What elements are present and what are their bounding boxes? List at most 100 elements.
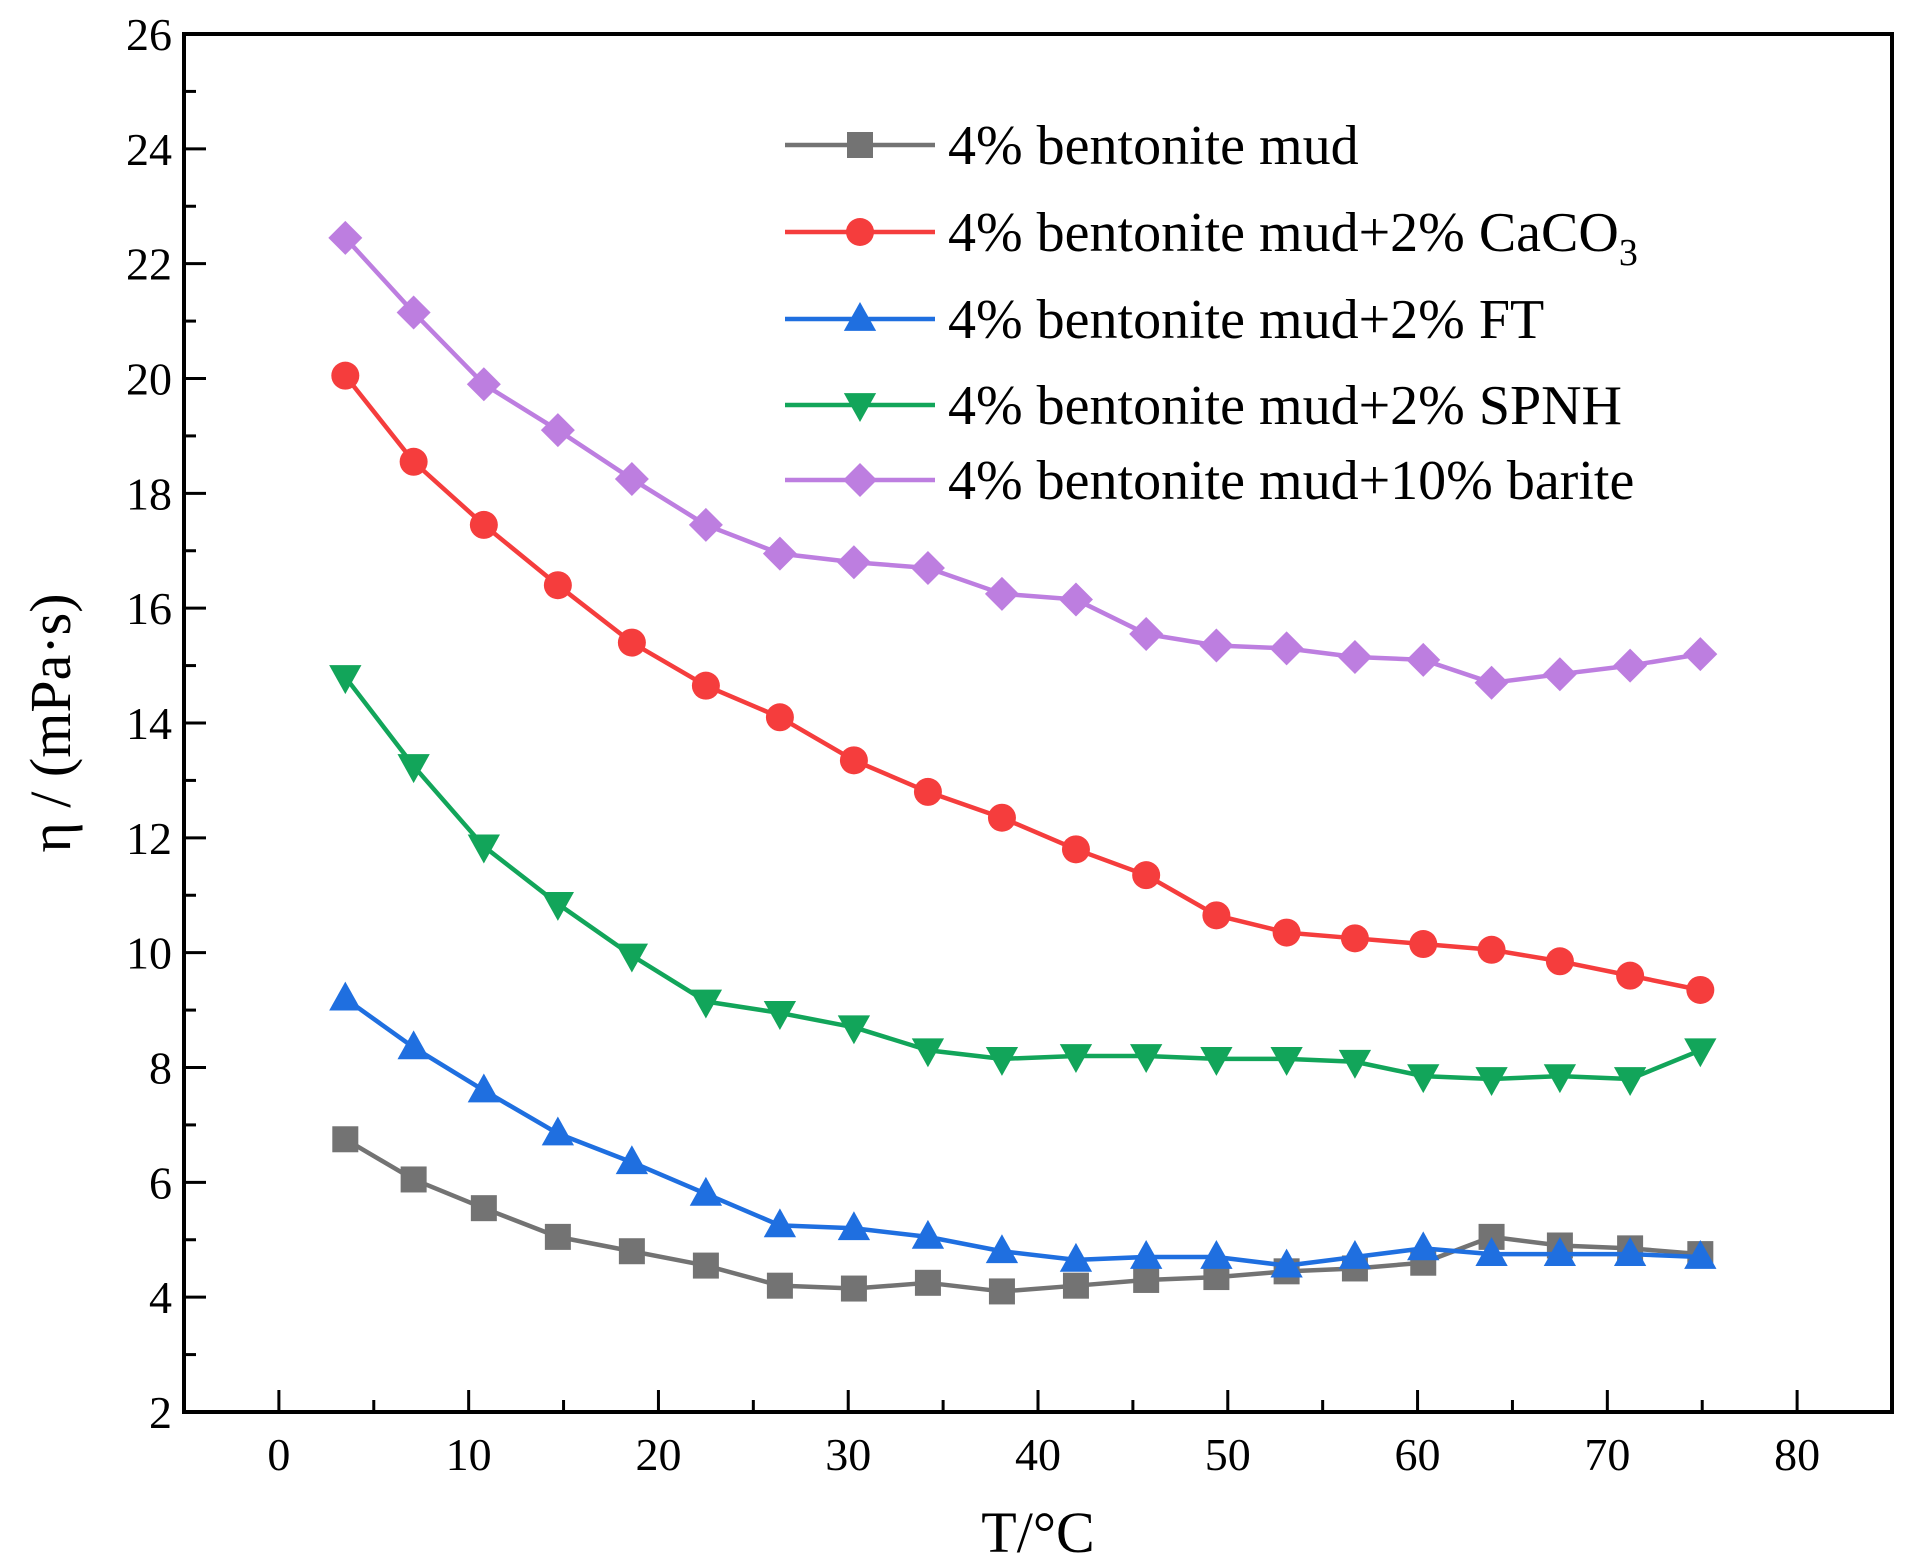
data-point	[469, 510, 498, 539]
data-point	[467, 1073, 500, 1103]
y-tick-label: 8	[149, 1043, 172, 1094]
data-point	[540, 413, 575, 448]
legend-label: 4% bentonite mud+2% SPNH	[948, 375, 1622, 437]
legend-label-text: 4% bentonite mud+2% FT	[948, 289, 1544, 351]
x-tick-label: 30	[825, 1429, 871, 1480]
data-point	[1407, 1231, 1440, 1261]
x-tick-label: 0	[267, 1429, 290, 1480]
data-point	[985, 1046, 1019, 1076]
data-point	[544, 1223, 571, 1250]
data-point	[329, 981, 362, 1011]
data-point	[1475, 1237, 1508, 1267]
data-point	[1613, 648, 1648, 683]
legend-marker	[846, 218, 874, 246]
series-layer	[328, 220, 1718, 1305]
x-axis-title: T/°C	[981, 1500, 1094, 1565]
data-point	[692, 1252, 719, 1279]
data-point	[1684, 1038, 1717, 1068]
data-point	[1200, 1239, 1233, 1269]
data-point	[1475, 1067, 1508, 1096]
data-point	[911, 1038, 945, 1068]
data-point	[1616, 961, 1645, 990]
data-point	[1542, 657, 1577, 692]
data-point	[332, 1126, 359, 1153]
series-3	[329, 665, 1717, 1096]
data-point	[1130, 1044, 1163, 1074]
data-point	[1686, 975, 1715, 1004]
data-point	[617, 628, 646, 657]
data-point	[1059, 1044, 1093, 1074]
y-axis-title: η / (mPa·s)	[18, 593, 83, 852]
y-tick-label: 14	[126, 698, 172, 749]
legend-item-0: 4% bentonite mud	[785, 115, 1359, 177]
series-line	[344, 996, 1701, 1268]
data-point	[1061, 835, 1090, 864]
data-point	[1272, 918, 1301, 947]
legend-label-text: 4% bentonite mud	[948, 115, 1359, 177]
y-tick-label: 26	[126, 9, 172, 60]
plot-frame	[182, 32, 1894, 1414]
legend-item-2: 4% bentonite mud+2% FT	[785, 289, 1544, 351]
x-tick-label: 50	[1205, 1429, 1251, 1480]
data-point	[1545, 947, 1574, 976]
legend-item-1: 4% bentonite mud+2% CaCO3	[785, 202, 1638, 274]
data-point	[910, 550, 945, 585]
data-point	[1059, 1242, 1093, 1272]
x-tick-label: 60	[1395, 1429, 1441, 1480]
data-point	[763, 1001, 797, 1030]
data-point	[766, 1272, 793, 1299]
data-point	[1337, 639, 1372, 674]
y-tick-label: 4	[149, 1272, 172, 1323]
data-point	[914, 1269, 941, 1296]
data-point	[466, 367, 501, 402]
data-point	[331, 361, 360, 390]
data-point	[985, 1234, 1019, 1264]
data-point	[1270, 1046, 1303, 1076]
legend-label-text: 4% bentonite mud+2% CaCO	[948, 202, 1619, 264]
data-point	[1406, 642, 1441, 677]
data-point	[470, 1195, 497, 1222]
series-2	[329, 981, 1717, 1278]
legend-label: 4% bentonite mud+10% barite	[948, 450, 1634, 512]
data-point	[1199, 628, 1234, 663]
data-point	[762, 536, 797, 571]
data-point	[1683, 637, 1718, 672]
y-tick-label: 24	[126, 124, 172, 175]
data-point	[837, 1015, 871, 1045]
legend-marker	[847, 132, 873, 158]
legend-item-3: 4% bentonite mud+2% SPNH	[785, 375, 1622, 437]
series-4	[328, 220, 1718, 700]
series-line	[343, 675, 1702, 1082]
data-point	[614, 461, 649, 496]
data-point	[1613, 1237, 1647, 1267]
data-point	[1474, 665, 1509, 700]
data-point	[615, 1145, 649, 1175]
data-point	[1338, 1049, 1372, 1079]
x-tick-label: 40	[1015, 1429, 1061, 1480]
data-point	[1058, 582, 1093, 617]
y-tick-label: 16	[126, 583, 172, 634]
y-tick-label: 18	[126, 468, 172, 519]
data-point	[765, 703, 794, 732]
data-point	[1200, 1046, 1233, 1076]
data-point	[1340, 924, 1369, 953]
data-point	[987, 803, 1016, 832]
legend: 4% bentonite mud 4% bentonite mud+2% CaCO…	[785, 115, 1638, 512]
data-point	[1407, 1064, 1440, 1094]
data-point	[691, 671, 720, 700]
x-tick-label: 70	[1584, 1429, 1630, 1480]
data-point	[1129, 617, 1164, 652]
data-point	[839, 746, 868, 775]
y-tick-label: 2	[149, 1387, 172, 1438]
data-point	[1062, 1272, 1089, 1299]
data-point	[837, 1211, 871, 1241]
data-point	[1543, 1064, 1577, 1094]
data-point	[1270, 1248, 1303, 1278]
data-point	[541, 1116, 575, 1146]
data-point	[399, 447, 428, 476]
x-tick-label: 80	[1774, 1429, 1820, 1480]
legend-marker	[843, 393, 877, 422]
